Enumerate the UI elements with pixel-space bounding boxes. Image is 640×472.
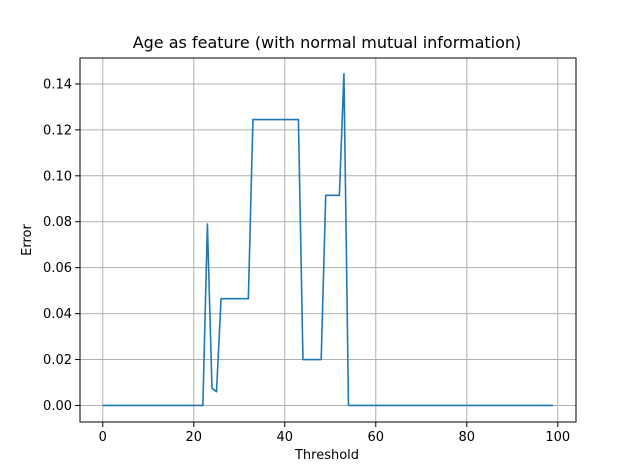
x-tick-label: 0 [99, 430, 107, 445]
chart-title: Age as feature (with normal mutual infor… [133, 33, 522, 52]
x-tick-label: 20 [185, 430, 202, 445]
plot-area [102, 72, 554, 407]
y-tick-label: 0.00 [43, 399, 72, 414]
y-tick-label: 0.12 [43, 123, 72, 138]
axes: 0 20 40 60 80 100 0.00 0.02 0.04 0.06 0.08 0.10 0.12… [43, 57, 577, 445]
y-tick-label: 0.08 [43, 215, 72, 230]
y-tick-label: 0.04 [43, 307, 72, 322]
y-tick-label: 0.02 [43, 353, 72, 368]
x-axis-label: Threshold [294, 448, 359, 463]
grid [80, 58, 576, 422]
error-series-line [102, 72, 554, 407]
x-tick-label: 40 [276, 430, 293, 445]
x-tick-label: 60 [368, 430, 385, 445]
x-tick-label: 100 [545, 430, 570, 445]
axes-frame [79, 57, 577, 423]
y-axis-label: Error [20, 224, 35, 256]
y-tick-label: 0.14 [43, 77, 72, 92]
y-tick-label: 0.06 [43, 261, 72, 276]
y-tick-label: 0.10 [43, 169, 72, 184]
x-tick-label: 80 [459, 430, 476, 445]
